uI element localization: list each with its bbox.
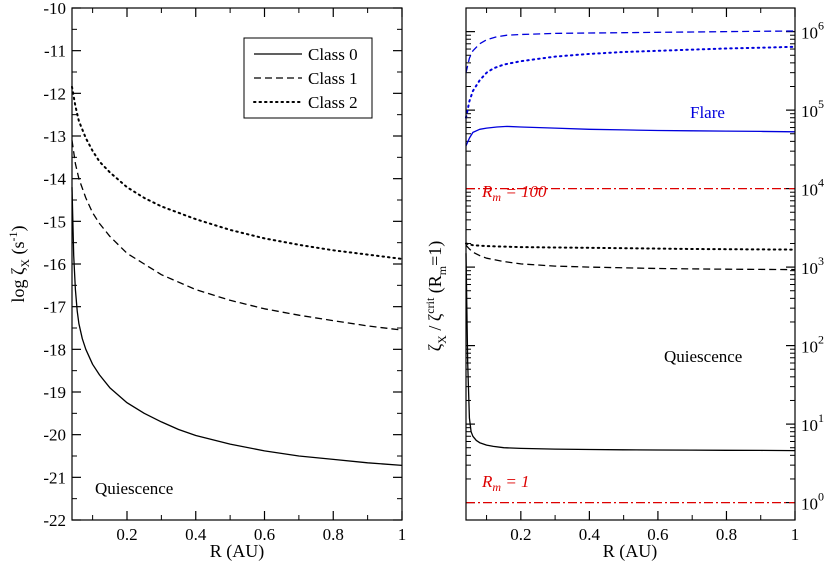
left-y-tick-label: -15 [43,212,66,231]
left-y-tick-label: -14 [43,170,66,189]
right-x-axis-title: R (AU) [603,541,658,562]
right-y-tick-label: 104 [801,176,824,200]
right-y-axis-title: ζX / ζcrit (Rm=1) [423,241,449,352]
right-quiescence-annotation: Quiescence [664,347,742,366]
legend-label-class1: Class 1 [308,69,358,88]
right-series-quiescence-class-2 [465,242,796,251]
left-y-axis-title: log ζX (s-1) [6,225,32,302]
right-y-tick-label: 102 [801,333,824,357]
rm100-suffix: = 100 [501,182,547,201]
right-series [465,30,796,504]
left-ticks: 0.2 0.4 0.6 0.8 1 -22 -21 -20 -19 -18 -17 -16 -15 -14… [43,0,406,544]
right-y-tick-label-exp: 0 [818,490,824,504]
right-x-tick-label: 0.2 [510,525,531,544]
legend-label-class0: Class 0 [308,45,358,64]
left-y-tick-label: -12 [43,84,66,103]
right-y-tick-label-base: 10 [801,338,818,357]
left-x-tick-label: 1 [398,525,407,544]
left-x-tick-label: 0.4 [185,525,207,544]
right-y-title-tail-sub: m [435,265,449,275]
right-y-title-tail-close: =1) [425,241,446,266]
left-plot-frame [71,7,403,521]
right-series-quiescence-class-0 [465,253,796,452]
left-series-class-1 [71,140,403,331]
left-y-title-unit-sup: -1 [6,231,20,241]
right-y-title-mid: / ζ [425,313,445,335]
left-y-tick-label: -13 [43,127,66,146]
rm1-suffix: = 1 [501,472,529,491]
left-y-title-sub: X [18,259,32,268]
right-x-tick-label: 1 [791,525,800,544]
right-y-tick-label-exp: 6 [818,19,824,33]
right-y-tick-label-base: 10 [801,102,818,121]
left-y-title-prefix: log ζ [8,267,28,303]
left-x-tick-label: 0.8 [323,525,344,544]
right-x-tick-label: 0.8 [716,525,737,544]
right-y-tick-label-base: 10 [801,495,818,514]
right-y-tick-label: 106 [801,19,824,43]
right-y-tick-label-exp: 4 [818,176,824,190]
left-y-tick-label: -19 [43,383,66,402]
right-y-tick-label-exp: 2 [818,333,824,347]
left-y-tick-label: -11 [44,42,66,61]
right-series-flare-class-0 [465,125,796,147]
legend-label-class2: Class 2 [308,93,358,112]
left-y-title-unit-open: (s [8,241,29,259]
left-y-tick-label: -18 [43,340,66,359]
left-x-axis-title: R (AU) [210,541,265,562]
left-x-tick-label: 0.2 [116,525,137,544]
left-y-tick-label: -10 [43,0,66,18]
left-y-tick-label: -16 [43,255,66,274]
right-y-tick-label: 105 [801,97,824,121]
left-y-tick-label: -21 [43,468,66,487]
right-y-tick-label: 100 [801,490,824,514]
left-series [71,85,403,467]
right-x-tick-label: 0.6 [647,525,668,544]
right-y-tick-label-base: 10 [801,181,818,200]
right-y-tick-label-exp: 1 [818,411,824,425]
left-series-class-0 [71,187,403,467]
right-y-tick-label: 101 [801,411,824,435]
right-y-title-sub: X [435,335,449,344]
flare-annotation: Flare [690,103,725,122]
legend: Class 0 Class 1 Class 2 [243,37,373,119]
left-y-tick-label: -17 [43,298,66,317]
left-panel: 0.2 0.4 0.6 0.8 1 -22 -21 -20 -19 -18 -17 -16 -15 -14… [6,0,406,562]
rm1-sub: m [492,480,501,494]
left-y-tick-label: -22 [43,511,66,530]
right-x-tick-label: 0.4 [579,525,601,544]
left-series-class-2 [71,85,403,260]
left-x-tick-label: 0.6 [254,525,275,544]
right-y-tick-label-base: 10 [801,24,818,43]
rm100-sub: m [492,190,501,204]
right-y-title-tail-open: (R [425,275,446,298]
left-y-title-unit-close: ) [8,225,29,231]
right-y-title-prefix: ζ [425,343,445,351]
right-y-tick-label-exp: 3 [818,254,824,268]
rm1-annotation: Rm = 1 [481,472,530,494]
left-annotation-quiescence: Quiescence [95,479,173,498]
right-y-tick-label-exp: 5 [818,97,824,111]
right-series-flare-class-2 [465,45,796,119]
right-y-tick-label-base: 10 [801,416,818,435]
rm100-annotation: Rm = 100 [481,182,547,204]
right-y-title-sup: crit [423,297,437,314]
rm100-prefix: R [481,182,493,201]
rm1-prefix: R [481,472,493,491]
right-series-quiescence-class-1 [465,244,796,271]
right-series-flare-class-1 [465,30,796,73]
right-plot-frame [465,7,796,521]
left-y-tick-label: -20 [43,426,66,445]
right-y-tick-label-base: 10 [801,259,818,278]
right-y-tick-label: 103 [801,254,824,278]
